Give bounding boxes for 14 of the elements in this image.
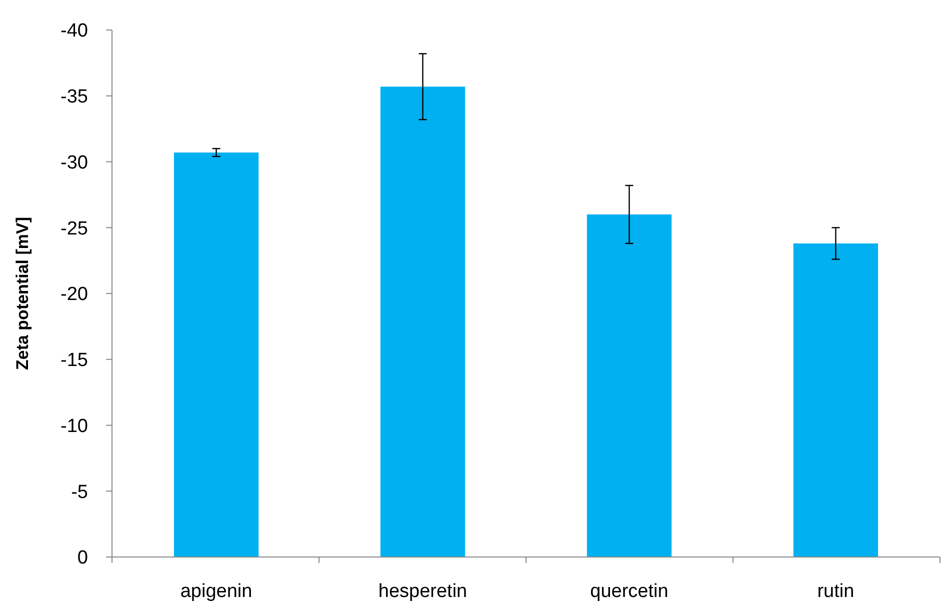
x-tick-label: apigenin (180, 581, 252, 602)
y-tick-label: -5 (71, 482, 88, 503)
y-tick-label: -35 (60, 86, 88, 108)
y-tick-label: -40 (60, 20, 88, 42)
x-tick-label: hesperetin (378, 581, 468, 602)
y-tick-label: -10 (60, 416, 88, 437)
y-tick-label: 0 (77, 548, 88, 569)
x-tick-label: quercetin (590, 581, 668, 602)
y-axis-title: Zeta potential [mV] (13, 216, 32, 370)
y-tick-label: -30 (60, 152, 88, 174)
y-tick-label: -15 (60, 350, 88, 372)
y-tick-label: -25 (60, 218, 88, 240)
y-tick-label: -20 (60, 284, 88, 306)
x-tick-label: rutin (817, 581, 854, 602)
